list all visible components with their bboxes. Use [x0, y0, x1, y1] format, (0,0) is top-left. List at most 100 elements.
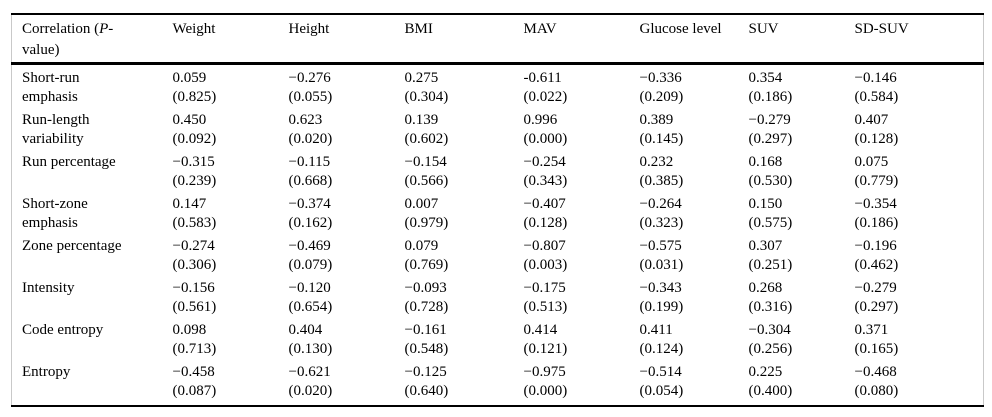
p-value: (0.022)	[523, 89, 568, 105]
correlation-cell: 0.075 (0.779)	[845, 149, 984, 191]
correlation-cell: −0.279 (0.297)	[739, 107, 845, 149]
correlation-value: 0.075	[854, 154, 889, 170]
table-row: Short-run emphasis 0.059 (0.825) −0.276 (0.0…	[12, 64, 984, 108]
correlation-cell: −0.156 (0.561)	[163, 275, 279, 317]
p-value: (0.162)	[288, 215, 333, 231]
correlation-cell: 0.411 (0.124)	[630, 317, 739, 359]
correlation-value: 0.268	[748, 280, 783, 296]
correlation-value: 0.623	[288, 112, 323, 128]
column-header-suv: SUV	[738, 13, 845, 65]
correlation-cell: 0.232 (0.385)	[630, 149, 739, 191]
correlation-cell: −0.621 (0.020)	[278, 359, 395, 407]
correlation-cell: −0.315 (0.239)	[163, 149, 279, 191]
paper-page: Correlation (P- value) Weight Height BMI…	[11, 13, 984, 407]
correlation-table: Correlation (P- value) Weight Height BMI…	[11, 13, 984, 407]
correlation-cell: −0.304 (0.256)	[739, 317, 845, 359]
correlation-value: −0.120	[288, 280, 331, 296]
correlation-value: 0.232	[639, 154, 674, 170]
p-value: (0.000)	[523, 383, 568, 399]
correlation-value: −0.374	[288, 196, 331, 212]
p-value: (0.323)	[639, 215, 684, 231]
correlation-cell: −0.469 (0.079)	[279, 233, 395, 275]
p-value: (0.130)	[288, 341, 333, 357]
p-value: (0.602)	[404, 131, 449, 147]
correlation-cell: 0.404 (0.130)	[279, 317, 395, 359]
correlation-value: 0.354	[748, 70, 783, 86]
correlation-value: −0.336	[639, 70, 682, 86]
table-row: Run-length variability 0.450 (0.092) 0.623 (…	[12, 107, 984, 149]
corner-header-prefix: Correlation (	[22, 21, 100, 37]
correlation-cell: −0.807 (0.003)	[514, 233, 630, 275]
p-value: (0.020)	[288, 383, 333, 399]
p-value: (0.087)	[172, 383, 217, 399]
correlation-value: −0.514	[639, 364, 682, 380]
correlation-cell: −0.264 (0.323)	[630, 191, 739, 233]
p-value: (0.979)	[404, 215, 449, 231]
correlation-cell: 0.147 (0.583)	[163, 191, 279, 233]
correlation-cell: 0.098 (0.713)	[163, 317, 279, 359]
correlation-cell: −0.279 (0.297)	[845, 275, 984, 317]
correlation-value: 0.407	[854, 112, 889, 128]
p-value: (0.566)	[404, 173, 449, 189]
p-value: (0.779)	[854, 173, 899, 189]
correlation-cell: −0.274 (0.306)	[163, 233, 279, 275]
correlation-value: 0.996	[523, 112, 558, 128]
table-row: Short-zone emphasis 0.147 (0.583) −0.374 (0.…	[12, 191, 984, 233]
correlation-value: −0.254	[523, 154, 566, 170]
p-value: (0.713)	[172, 341, 217, 357]
p-value: (0.145)	[639, 131, 684, 147]
correlation-value: 0.411	[639, 322, 673, 338]
row-label: Run-length variability	[22, 112, 90, 147]
corner-header-italic-p: P	[99, 21, 109, 37]
table-row: Zone percentage −0.274 (0.306) −0.469 (0.079…	[12, 233, 984, 275]
correlation-cell: −0.154 (0.566)	[395, 149, 514, 191]
correlation-cell: 0.371 (0.165)	[845, 317, 984, 359]
p-value: (0.400)	[748, 383, 793, 399]
correlation-value: −0.343	[639, 280, 682, 296]
correlation-cell: −0.196 (0.462)	[845, 233, 984, 275]
correlation-cell: −0.146 (0.584)	[845, 64, 984, 108]
correlation-cell: −0.575 (0.031)	[630, 233, 739, 275]
p-value: (0.584)	[854, 89, 899, 105]
correlation-cell: −0.120 (0.654)	[279, 275, 395, 317]
p-value: (0.769)	[404, 257, 449, 273]
correlation-value: −0.196	[854, 238, 897, 254]
correlation-cell: −0.254 (0.343)	[514, 149, 630, 191]
correlation-value: −0.279	[748, 112, 791, 128]
correlation-cell: 0.079 (0.769)	[395, 233, 514, 275]
p-value: (0.165)	[854, 341, 899, 357]
correlation-cell: 0.139 (0.602)	[395, 107, 514, 149]
correlation-cell: −0.458 (0.087)	[162, 359, 279, 407]
p-value: (0.003)	[523, 257, 568, 273]
correlation-value: 0.404	[288, 322, 323, 338]
correlation-value: 0.098	[172, 322, 207, 338]
p-value: (0.385)	[639, 173, 684, 189]
correlation-value: 0.168	[748, 154, 783, 170]
p-value: (0.128)	[523, 215, 568, 231]
correlation-value: −0.156	[172, 280, 215, 296]
correlation-value: −0.807	[523, 238, 566, 254]
correlation-value: −0.458	[172, 364, 215, 380]
row-label: Code entropy	[22, 322, 104, 338]
correlation-cell: 0.414 (0.121)	[514, 317, 630, 359]
p-value: (0.304)	[404, 89, 449, 105]
p-value: (0.092)	[172, 131, 217, 147]
p-value: (0.121)	[523, 341, 568, 357]
correlation-cell: 0.275 (0.304)	[395, 64, 514, 108]
correlation-cell: 0.450 (0.092)	[163, 107, 279, 149]
table-row: Run percentage −0.315 (0.239) −0.115 (0.668)…	[12, 149, 984, 191]
correlation-cell: 0.407 (0.128)	[845, 107, 984, 149]
correlation-cell: −0.374 (0.162)	[279, 191, 395, 233]
correlation-value: 0.139	[404, 112, 439, 128]
correlation-value: 0.307	[748, 238, 783, 254]
row-label: Run percentage	[22, 154, 116, 170]
p-value: (0.297)	[854, 299, 899, 315]
correlation-value: −0.407	[523, 196, 566, 212]
p-value: (0.654)	[288, 299, 333, 315]
correlation-cell: −0.125 (0.640)	[394, 359, 514, 407]
correlation-cell: 0.307 (0.251)	[739, 233, 845, 275]
p-value: (0.640)	[404, 383, 449, 399]
correlation-value: −0.279	[854, 280, 897, 296]
correlation-value: −0.315	[172, 154, 215, 170]
p-value: (0.054)	[639, 383, 684, 399]
